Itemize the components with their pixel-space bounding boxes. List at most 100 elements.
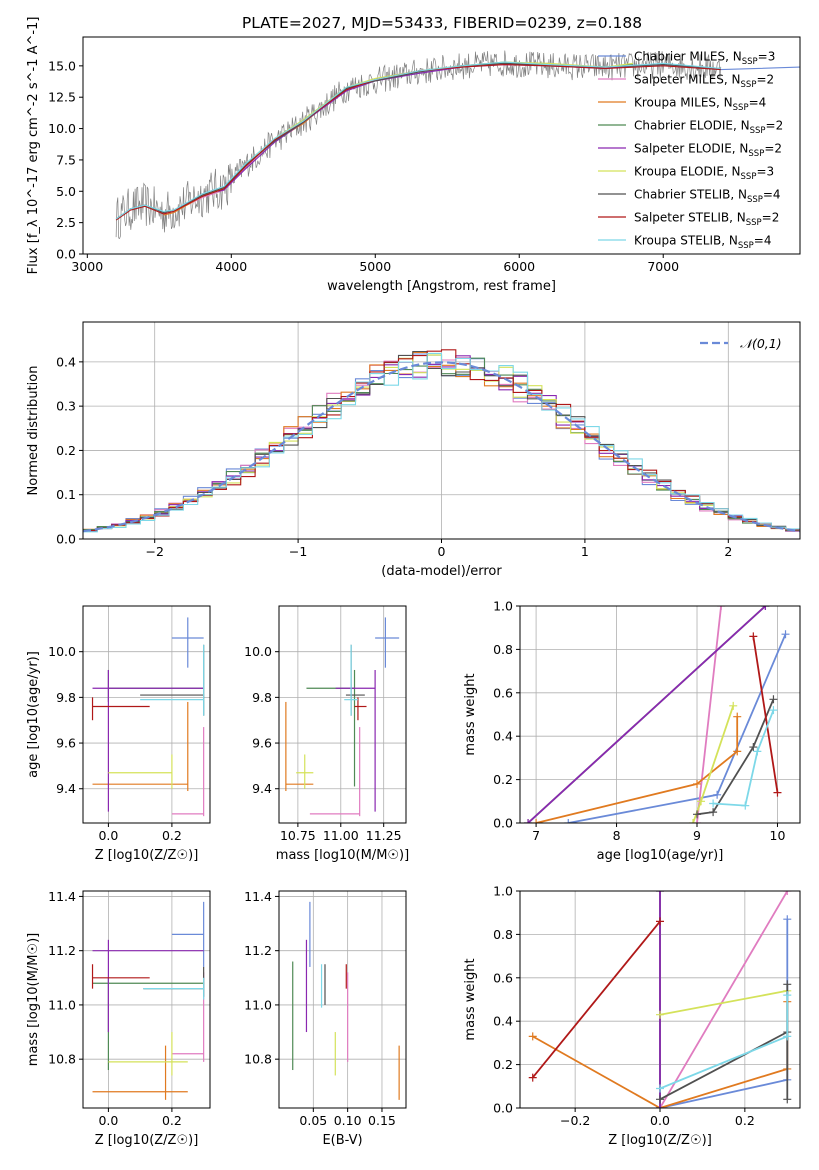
weight-marker-salpeter_miles — [717, 606, 726, 610]
weight-marker-chabrier_stelib — [709, 808, 718, 817]
model-line-salpeter_stelib — [115, 64, 721, 221]
y-tick-label: 9.8 — [56, 690, 76, 705]
y-tick-label: 9.4 — [252, 781, 272, 796]
panel-mass_vs_age: 10.75 11.00 11.25 9.4 9.6 9.8 10.0 mass [log10(… — [244, 605, 409, 863]
weight-marker-kroupa_elodie — [729, 701, 738, 710]
plot-area — [528, 891, 792, 1108]
y-tick-label: 0.0 — [493, 1101, 513, 1116]
weight-marker-salpeter_elodie — [524, 819, 533, 823]
panel-ebv_vs_mass: 0.05 0.10 0.15 10.8 11.0 11.2 11.4 E(B-V) — [244, 889, 407, 1148]
weight-line-kroupa_elodie — [659, 989, 788, 1016]
weight-marker-chabrier_stelib — [656, 1095, 664, 1104]
x-tick-label: 8 — [613, 828, 621, 843]
y-tick-label: 0.4 — [493, 729, 513, 744]
x-tick-label: 7 — [532, 828, 540, 843]
weight-marker-kroupa_elodie — [688, 819, 697, 823]
y-axis-label: mass weight — [463, 673, 478, 755]
x-tick-label: 7000 — [647, 259, 679, 274]
plot-area — [524, 606, 790, 823]
y-tick-label: 7.5 — [56, 152, 76, 167]
x-axis-label: Z [log10(Z/Z☉)] — [95, 848, 199, 863]
y-tick-label: 0.0 — [56, 247, 76, 262]
legend-label-kroupa_elodie: Kroupa ELODIE, NSSP=3 — [634, 165, 774, 183]
weight-line-chabrier_stelib — [696, 698, 775, 816]
weight-line-salpeter_stelib — [752, 636, 779, 793]
x-axis-label: E(B-V) — [322, 1133, 362, 1148]
y-tick-label: 9.4 — [56, 781, 76, 796]
weight-line-chabrier_miles — [568, 633, 787, 823]
weight-marker-chabrier_stelib — [783, 980, 792, 989]
x-axis-label: wavelength [Angstrom, rest frame] — [327, 279, 556, 294]
weight-marker-salpeter_stelib — [656, 917, 664, 926]
x-axis-label: mass [log10(M/M☉)] — [276, 848, 409, 863]
y-tick-label: 0.8 — [493, 642, 513, 657]
y-tick-label: 0.8 — [493, 927, 513, 942]
axes-frame — [82, 890, 211, 1109]
weight-marker-chabrier_stelib — [749, 743, 758, 752]
weight-marker-kroupa_stelib — [753, 747, 762, 756]
y-axis-label: age [log10(age/yr)] — [26, 651, 41, 778]
x-axis-label: Z [log10(Z/Z☉)] — [95, 1133, 199, 1148]
y-tick-label: 11.4 — [48, 889, 76, 904]
axes-frame — [82, 36, 801, 255]
y-tick-label: 0.3 — [56, 399, 76, 414]
weight-marker-salpeter_elodie — [656, 891, 664, 895]
y-tick-label: 9.6 — [252, 736, 272, 751]
y-tick-label: 0.0 — [56, 532, 76, 547]
axes-frame — [82, 605, 211, 824]
weight-line-kroupa_miles — [535, 716, 739, 823]
weight-marker-kroupa_miles — [733, 712, 742, 721]
y-tick-label: 2.5 — [56, 215, 76, 230]
weight-marker-salpeter_elodie — [656, 1104, 664, 1108]
weight-marker-chabrier_stelib — [769, 695, 778, 704]
weight-marker-kroupa_stelib — [783, 991, 792, 1000]
y-tick-label: 11.4 — [244, 889, 272, 904]
y-tick-label: 10.8 — [244, 1052, 272, 1067]
x-tick-label: 4000 — [215, 259, 247, 274]
legend-label-chabrier_stelib: Chabrier STELIB, NSSP=4 — [634, 188, 781, 206]
x-tick-label: 10 — [770, 828, 786, 843]
weight-marker-salpeter_miles — [783, 891, 792, 895]
x-tick-label: 0.0 — [650, 1113, 670, 1128]
y-tick-label: 11.2 — [244, 943, 272, 958]
y-tick-label: 0.6 — [493, 970, 513, 985]
histogram-salpeter_stelib — [83, 349, 800, 531]
plot-area — [292, 901, 400, 1100]
y-tick-label: 0.0 — [493, 816, 513, 831]
x-tick-label: 5000 — [359, 259, 391, 274]
y-tick-label: 10.0 — [244, 644, 272, 659]
x-axis-label: Z [log10(Z/Z☉)] — [608, 1133, 712, 1148]
weight-marker-kroupa_miles — [528, 1032, 537, 1041]
plot-area — [91, 617, 205, 817]
model-line-chabrier_elodie — [218, 61, 634, 192]
panel-z_vs_weight: −0.2 0.0 0.2 0.0 0.2 0.4 0.6 0.8 1.0 Z [log10(Z/Z… — [463, 884, 801, 1148]
x-tick-label: 0.2 — [162, 828, 182, 843]
y-tick-label: 10.0 — [48, 121, 76, 136]
x-tick-label: −2 — [145, 544, 163, 559]
weight-marker-kroupa_miles — [693, 779, 702, 788]
x-tick-label: 0.2 — [735, 1113, 755, 1128]
weight-line-salpeter_elodie — [527, 606, 767, 823]
model-line-salpeter_elodie — [218, 64, 634, 192]
y-tick-label: 1.0 — [493, 599, 513, 614]
x-tick-label: 0.05 — [299, 1113, 327, 1128]
weight-line-salpeter_miles — [659, 891, 789, 1108]
weight-line-chabrier_stelib — [659, 984, 789, 1101]
y-tick-label: 0.4 — [56, 354, 76, 369]
x-tick-label: 0.0 — [98, 1113, 118, 1128]
x-tick-label: 9 — [693, 828, 701, 843]
weight-marker-chabrier_miles — [783, 915, 792, 924]
y-axis-label: mass weight — [463, 958, 478, 1040]
y-tick-label: 5.0 — [56, 184, 76, 199]
x-tick-label: 11.00 — [323, 828, 359, 843]
x-tick-label: 2 — [724, 544, 732, 559]
plot-area — [83, 349, 800, 533]
model-line-kroupa_elodie — [218, 61, 634, 191]
y-tick-label: 9.8 — [252, 690, 272, 705]
y-tick-label: 15.0 — [48, 58, 76, 73]
panel-spectrum: 3000 4000 5000 6000 7000 0.0 2.5 5.0 7.5 10.0 12.5… — [26, 17, 801, 294]
x-tick-label: 0.10 — [334, 1113, 362, 1128]
weight-marker-chabrier_miles — [564, 819, 573, 823]
weight-marker-chabrier_miles — [713, 790, 722, 799]
x-tick-label: 11.25 — [366, 828, 402, 843]
